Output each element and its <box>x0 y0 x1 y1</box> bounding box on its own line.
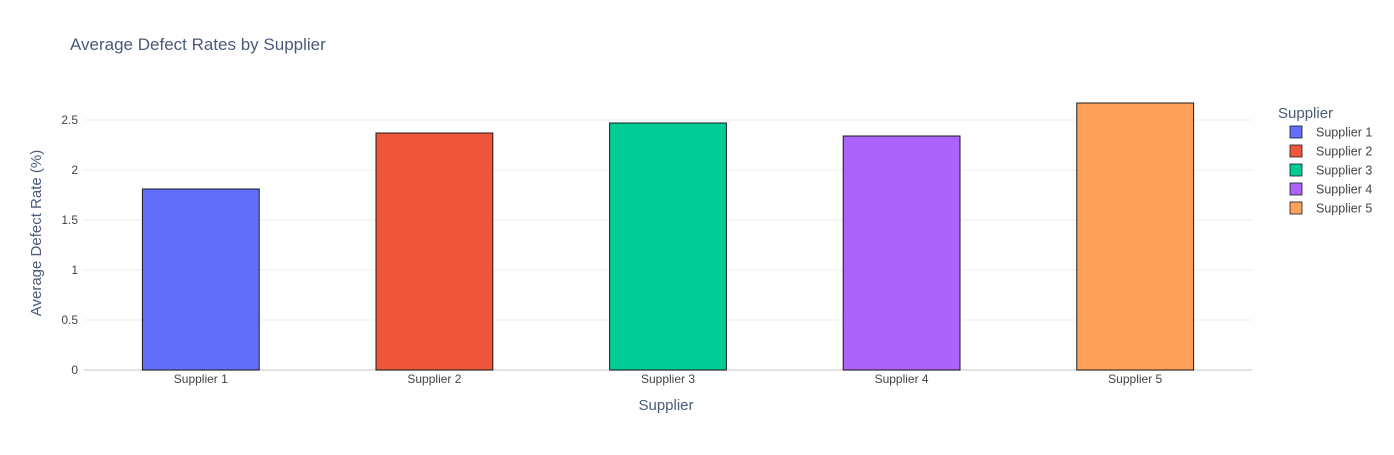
legend-swatch <box>1289 125 1303 139</box>
bar-3 <box>609 122 727 371</box>
y-tick-label: 0.5 <box>61 313 78 327</box>
legend-item[interactable]: Supplier 1 <box>1289 125 1372 140</box>
legend-item[interactable]: Supplier 2 <box>1289 144 1372 159</box>
y-tick-label: 2 <box>71 163 78 177</box>
y-tick-label: 1.5 <box>61 213 78 227</box>
legend-item[interactable]: Supplier 3 <box>1289 163 1372 178</box>
x-tick-label: Supplier 4 <box>875 372 929 386</box>
x-axis-title: Supplier <box>638 397 693 414</box>
legend-label: Supplier 5 <box>1316 202 1372 216</box>
bar-1 <box>141 188 260 371</box>
legend-label: Supplier 3 <box>1316 164 1372 178</box>
bar-4 <box>842 135 961 371</box>
legend-swatch <box>1289 182 1303 196</box>
legend-swatch <box>1289 163 1303 177</box>
y-tick-label: 0 <box>71 363 78 377</box>
y-tick-label: 2.5 <box>61 113 78 127</box>
x-axis-ticks: Supplier 1 Supplier 2 Supplier 3 Supplier 4… <box>174 372 1163 386</box>
legend[interactable]: Supplier 1 Supplier 2 Supplier 3 Supplier 4… <box>1289 125 1372 216</box>
x-tick-label: Supplier 1 <box>174 372 228 386</box>
legend-swatch <box>1289 201 1303 215</box>
y-axis-ticks: 0 0.5 1 1.5 2 2.5 <box>61 113 78 377</box>
legend-label: Supplier 4 <box>1316 183 1372 197</box>
x-tick-label: Supplier 5 <box>1108 372 1162 386</box>
bar-2 <box>375 132 494 371</box>
chart-title: Average Defect Rates by Supplier <box>70 35 326 54</box>
bar-5 <box>1076 102 1195 371</box>
y-tick-label: 1 <box>71 263 78 277</box>
legend-title: Supplier <box>1278 105 1333 122</box>
legend-item[interactable]: Supplier 4 <box>1289 182 1372 197</box>
legend-label: Supplier 2 <box>1316 145 1372 159</box>
x-tick-label: Supplier 2 <box>407 372 461 386</box>
y-axis-title: Average Defect Rate (%) <box>28 150 45 316</box>
bars <box>141 102 1195 371</box>
x-tick-label: Supplier 3 <box>641 372 695 386</box>
legend-label: Supplier 1 <box>1316 126 1372 140</box>
legend-swatch <box>1289 144 1303 158</box>
legend-item[interactable]: Supplier 5 <box>1289 201 1372 216</box>
